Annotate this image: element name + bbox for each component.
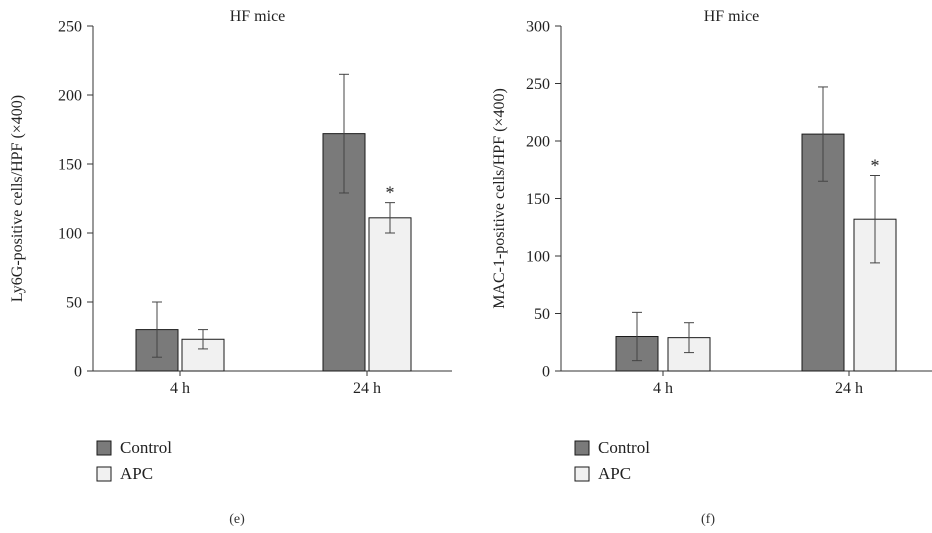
legend-swatch-apc bbox=[96, 466, 112, 482]
x-tick-label: 4 h bbox=[170, 380, 190, 397]
panel-label: (f) bbox=[701, 512, 715, 527]
legend-label-control: Control bbox=[120, 438, 172, 457]
x-tick-label: 4 h bbox=[653, 380, 673, 397]
y-tick-label: 50 bbox=[66, 295, 82, 312]
x-tick-label: 24 h bbox=[835, 380, 863, 397]
y-tick-label: 150 bbox=[526, 191, 550, 208]
y-tick-label: 0 bbox=[74, 364, 82, 381]
legend-swatch-control bbox=[574, 440, 590, 456]
y-tick-label: 300 bbox=[526, 19, 550, 36]
y-tick-label: 200 bbox=[526, 134, 550, 151]
bar-apc-24h bbox=[368, 217, 412, 372]
significance-star: * bbox=[871, 156, 880, 176]
chart-title: HF mice bbox=[704, 8, 760, 25]
y-axis-label: Ly6G-positive cells/HPF (×400) bbox=[9, 95, 26, 302]
y-tick-label: 100 bbox=[58, 226, 82, 243]
y-tick-label: 200 bbox=[58, 88, 82, 105]
legend-label-apc: APC bbox=[598, 464, 631, 483]
panel-label: (e) bbox=[229, 512, 245, 527]
legend-label-apc: APC bbox=[120, 464, 153, 483]
y-tick-label: 50 bbox=[534, 306, 550, 323]
legend-swatch-apc bbox=[574, 466, 590, 482]
legend-swatch-control bbox=[96, 440, 112, 456]
y-tick-label: 0 bbox=[542, 364, 550, 381]
y-tick-label: 250 bbox=[526, 76, 550, 93]
chart-title: HF mice bbox=[230, 8, 286, 25]
y-tick-label: 250 bbox=[58, 19, 82, 36]
significance-star: * bbox=[386, 183, 395, 203]
y-tick-label: 150 bbox=[58, 157, 82, 174]
x-tick-label: 24 h bbox=[353, 380, 381, 397]
legend-label-control: Control bbox=[598, 438, 650, 457]
y-tick-label: 100 bbox=[526, 249, 550, 266]
y-axis-label: MAC-1-positive cells/HPF (×400) bbox=[491, 88, 508, 309]
